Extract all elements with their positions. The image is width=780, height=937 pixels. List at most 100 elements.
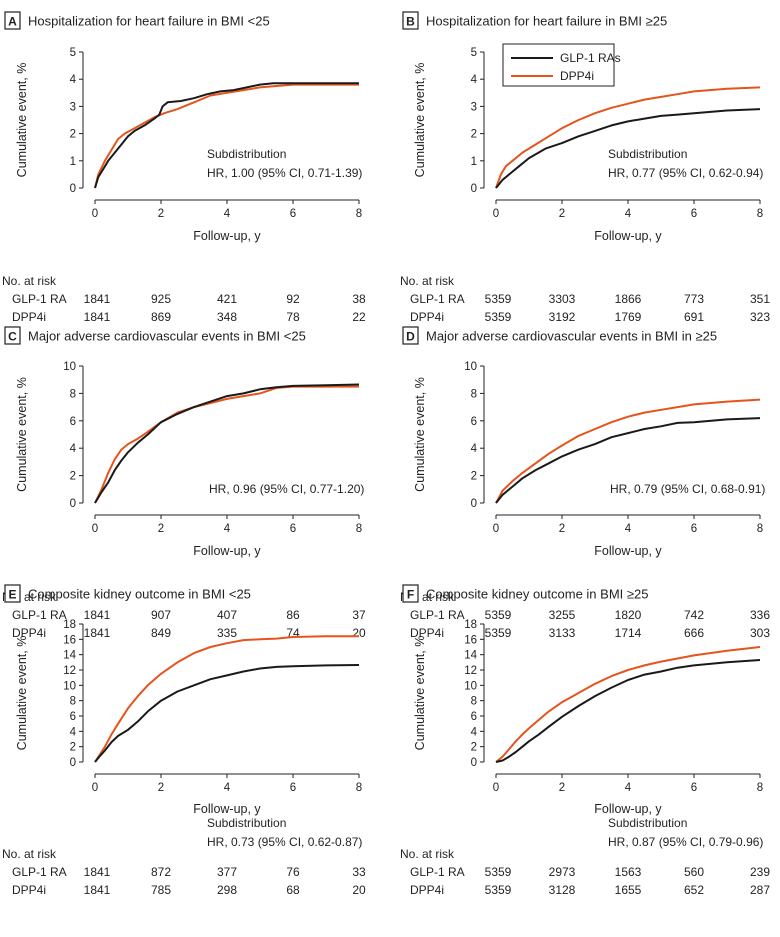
y-tick-label: 5	[70, 47, 76, 59]
risk-count: 849	[151, 626, 171, 640]
x-axis-label: Follow-up, y	[594, 802, 662, 816]
risk-count: 407	[217, 608, 237, 622]
risk-row-label: GLP-1 RA	[410, 865, 465, 879]
risk-count: 351	[750, 292, 770, 306]
y-tick-label: 10	[464, 361, 477, 373]
y-axis-label: Cumulative event, %	[15, 636, 29, 751]
y-axis-label: Cumulative event, %	[413, 63, 427, 178]
risk-count: 872	[151, 865, 171, 879]
risk-count: 298	[217, 883, 237, 897]
x-tick-label: 2	[158, 523, 164, 535]
x-tick-label: 8	[757, 208, 763, 220]
risk-count: 1841	[84, 883, 111, 897]
risk-table-heading: No. at risk	[400, 274, 455, 288]
y-tick-label: 2	[70, 129, 76, 141]
risk-count: 1841	[84, 292, 111, 306]
series-line-glp1	[94, 383, 360, 504]
legend-box	[502, 43, 615, 87]
series-line-glp1	[495, 108, 761, 189]
x-tick-label: 0	[92, 782, 98, 794]
x-axis-label: Follow-up, y	[193, 544, 261, 558]
panel-letter-box	[402, 11, 419, 30]
x-tick-label: 6	[691, 523, 697, 535]
x-axis-label: Follow-up, y	[594, 229, 662, 243]
risk-count: 3128	[549, 883, 576, 897]
panel-letter: B	[406, 15, 415, 29]
y-tick-label: 2	[471, 742, 477, 754]
y-tick-label: 1	[70, 156, 76, 168]
risk-count: 86	[286, 608, 300, 622]
hr-annotation: Subdistribution	[207, 147, 286, 161]
panel-letter-box	[4, 11, 21, 30]
y-tick-label: 3	[471, 101, 477, 113]
y-tick-label: 0	[471, 183, 477, 195]
risk-count: 421	[217, 292, 237, 306]
x-tick-label: 0	[493, 523, 499, 535]
risk-count: 5359	[485, 608, 512, 622]
hr-annotation: HR, 0.73 (95% CI, 0.62-0.87)	[207, 835, 362, 849]
hr-annotation: HR, 1.00 (95% CI, 0.71-1.39)	[207, 166, 362, 180]
risk-count: 5359	[485, 626, 512, 640]
risk-count: 33	[352, 865, 366, 879]
y-tick-label: 4	[70, 726, 77, 738]
y-tick-label: 6	[70, 711, 76, 723]
series-line-glp1	[495, 659, 761, 763]
panel-title: Composite kidney outcome in BMI <25	[28, 587, 251, 602]
risk-count: 5359	[485, 310, 512, 324]
panel-title: Hospitalization for heart failure in BMI…	[28, 14, 270, 29]
y-tick-label: 4	[70, 74, 77, 86]
risk-count: 1841	[84, 865, 111, 879]
risk-count: 869	[151, 310, 171, 324]
risk-count: 1866	[615, 292, 642, 306]
x-tick-label: 8	[356, 782, 362, 794]
y-tick-label: 4	[471, 726, 478, 738]
risk-count: 20	[352, 883, 366, 897]
y-tick-label: 16	[63, 634, 76, 646]
y-axis-label: Cumulative event, %	[413, 377, 427, 492]
legend-label-dpp4i: DPP4i	[560, 69, 594, 83]
y-tick-label: 10	[63, 361, 76, 373]
risk-row-label: DPP4i	[12, 626, 46, 640]
panel-letter-box	[402, 584, 419, 603]
risk-row-label: DPP4i	[410, 626, 444, 640]
risk-row-label: GLP-1 RA	[12, 865, 67, 879]
risk-table-heading: No. at risk	[2, 847, 57, 861]
risk-row-label: GLP-1 RA	[12, 608, 67, 622]
y-tick-label: 2	[471, 471, 477, 483]
risk-count: 907	[151, 608, 171, 622]
series-line-dpp4i	[495, 86, 761, 189]
y-tick-label: 8	[70, 696, 76, 708]
risk-count: 1820	[615, 608, 642, 622]
y-tick-label: 1	[471, 156, 477, 168]
risk-row-label: DPP4i	[410, 883, 444, 897]
series-line-dpp4i	[495, 646, 761, 763]
risk-count: 1714	[615, 626, 642, 640]
risk-count: 1841	[84, 608, 111, 622]
panel-f: F Composite kidney outcome in BMI ≥25 0 2 4 6…	[400, 584, 770, 897]
x-tick-label: 4	[625, 208, 632, 220]
panel-a: A Hospitalization for heart failure in BM…	[2, 11, 366, 324]
x-tick-label: 8	[757, 782, 763, 794]
x-tick-label: 8	[757, 523, 763, 535]
y-tick-label: 16	[464, 634, 477, 646]
risk-count: 377	[217, 865, 237, 879]
panel-letter: C	[8, 330, 17, 344]
x-tick-label: 4	[625, 782, 632, 794]
risk-count: 348	[217, 310, 237, 324]
risk-count: 5359	[485, 883, 512, 897]
y-tick-label: 0	[70, 183, 76, 195]
y-tick-label: 14	[464, 650, 477, 662]
x-tick-label: 4	[224, 523, 231, 535]
risk-count: 5359	[485, 865, 512, 879]
risk-table-heading: No. at risk	[2, 274, 57, 288]
risk-count: 287	[750, 883, 770, 897]
risk-count: 2973	[549, 865, 576, 879]
y-tick-label: 8	[471, 696, 477, 708]
y-tick-label: 6	[471, 711, 477, 723]
panel-e: E Composite kidney outcome in BMI <25 0 2 4 6…	[2, 584, 366, 897]
series-line-glp1	[94, 664, 360, 763]
legend-label-glp1: GLP-1 RAs	[560, 51, 621, 65]
x-tick-label: 0	[493, 782, 499, 794]
y-tick-label: 3	[70, 101, 76, 113]
y-tick-label: 0	[471, 757, 477, 769]
